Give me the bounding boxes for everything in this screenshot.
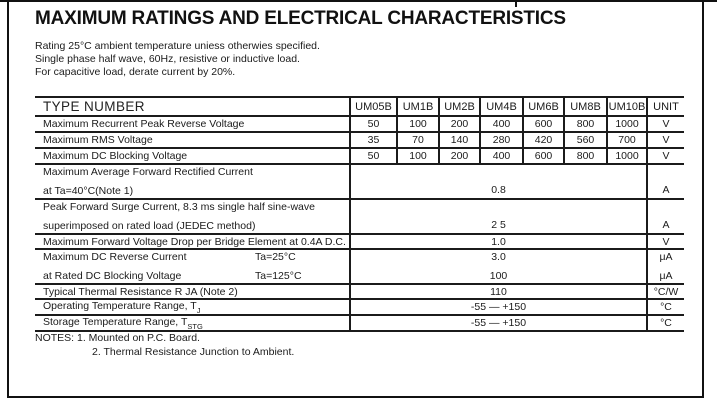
table-row: Storage Temperature Range, TSTG -55 — +1…: [35, 315, 684, 332]
row-label: Typical Thermal Resistance R JA (Note 2): [43, 285, 238, 298]
column-header: UM8B: [563, 97, 607, 116]
test-condition: Ta=25°C: [255, 251, 296, 263]
condition-line: Rating 25°C ambient temperature uniess o…: [35, 40, 320, 52]
cell-value: 700: [606, 132, 647, 148]
unit-value: °C: [646, 315, 684, 332]
cell-value-merged: -55 — +150: [349, 315, 647, 332]
unit-value-line2: μA: [659, 270, 673, 282]
cell-value: 400: [479, 148, 523, 164]
cell-value: 3.0: [491, 251, 506, 263]
cell-value: 800: [563, 116, 607, 132]
page-border-right: [702, 0, 704, 398]
row-label: Storage Temperature Range, TSTG: [35, 315, 350, 331]
page-border-top: [0, 0, 717, 2]
unit-value-line1: μA: [659, 251, 673, 263]
subscript: STG: [187, 322, 203, 332]
unit-value: μA μA: [646, 249, 684, 284]
row-label-line1: Maximum Average Forward Rectified Curren…: [43, 166, 253, 178]
type-number-header: TYPE NUMBER: [43, 99, 145, 114]
unit-value: V: [646, 234, 684, 249]
cell-value: 1000: [606, 116, 647, 132]
cell-value-merged: -55 — +150: [349, 299, 647, 316]
table-row: Maximum Average Forward Rectified Curren…: [35, 164, 684, 199]
unit-value: V: [646, 148, 684, 164]
cell-value: 600: [522, 116, 564, 132]
column-header: UM4B: [479, 97, 523, 116]
cell-value: 560: [563, 132, 607, 148]
table-row: Operating Temperature Range, TJ -55 — +1…: [35, 299, 684, 316]
row-label: Maximum Average Forward Rectified Curren…: [35, 164, 350, 199]
row-label: Maximum DC Blocking Voltage: [43, 150, 188, 162]
row-label-line1: Peak Forward Surge Current, 8.3 ms singl…: [43, 201, 315, 213]
cell-value: 35: [349, 132, 397, 148]
cell-value: 100: [396, 148, 439, 164]
row-label: Maximum DC Reverse Current Ta=25°C at Ra…: [35, 249, 350, 284]
cell-value: 800: [563, 148, 607, 164]
unit-value: °C: [646, 299, 684, 316]
row-label-line2: superimposed on rated load (JEDEC method…: [43, 220, 256, 232]
table-row: Maximum Forward Voltage Drop per Bridge …: [35, 234, 684, 249]
cell-value: 50: [349, 148, 397, 164]
column-header: UM10B: [606, 97, 647, 116]
note-line: NOTES: 1. Mounted on P.C. Board.: [35, 332, 200, 344]
column-header: UM1B: [396, 97, 439, 116]
notes: NOTES: 1. Mounted on P.C. Board. 2. Ther…: [35, 331, 294, 359]
unit-value: A: [646, 164, 684, 199]
cell-value: 280: [479, 132, 523, 148]
cell-value: 70: [396, 132, 439, 148]
row-label-text: Operating Temperature Range, T: [43, 300, 197, 312]
page-border-left: [7, 0, 9, 398]
cell-value-merged: 110: [349, 284, 647, 299]
test-condition: Ta=125°C: [255, 270, 302, 282]
subscript: J: [196, 306, 201, 316]
ratings-table: TYPE NUMBER UM05B UM1B UM2B UM4B UM6B UM…: [35, 96, 684, 333]
cell-value: 600: [522, 148, 564, 164]
row-label: Operating Temperature Range, TJ: [35, 299, 350, 315]
cell-value-merged: 0.8: [349, 164, 647, 199]
unit-value: V: [646, 132, 684, 148]
table-header-row: TYPE NUMBER UM05B UM1B UM2B UM4B UM6B UM…: [35, 97, 684, 116]
table-row: Maximum DC Blocking Voltage 50 100 200 4…: [35, 148, 684, 164]
cell-value: 420: [522, 132, 564, 148]
page-title: MAXIMUM RATINGS AND ELECTRICAL CHARACTER…: [35, 8, 566, 29]
unit-value: °C/W: [646, 284, 684, 299]
condition-line: Single phase half wave, 60Hz, resistive …: [35, 53, 300, 65]
column-header: UM6B: [522, 97, 564, 116]
cell-value: 100: [396, 116, 439, 132]
cell-value-merged: 2 5: [349, 199, 647, 234]
page-border-bottom: [7, 396, 704, 398]
note-line: 2. Thermal Resistance Junction to Ambien…: [92, 346, 295, 358]
cell-value: 50: [349, 116, 397, 132]
row-label: Peak Forward Surge Current, 8.3 ms singl…: [35, 199, 350, 234]
cell-value: 1000: [606, 148, 647, 164]
cell-value: 400: [479, 116, 523, 132]
cell-value: 140: [438, 132, 480, 148]
cell-value-merged: 1.0: [349, 234, 647, 249]
table-row: Maximum Recurrent Peak Reverse Voltage 5…: [35, 116, 684, 132]
cell-value: 200: [438, 116, 480, 132]
table-row: Maximum RMS Voltage 35 70 140 280 420 56…: [35, 132, 684, 148]
unit-value: A: [646, 199, 684, 234]
row-label-text: Storage Temperature Range, T: [43, 316, 188, 329]
condition-line: For capacitive load, derate current by 2…: [35, 66, 236, 78]
row-label: Maximum Forward Voltage Drop per Bridge …: [43, 235, 346, 248]
row-label: Maximum RMS Voltage: [43, 134, 153, 146]
column-header: UM2B: [438, 97, 480, 116]
cell-value: 200: [438, 148, 480, 164]
table-row: Typical Thermal Resistance R JA (Note 2)…: [35, 284, 684, 299]
row-label: Maximum Recurrent Peak Reverse Voltage: [43, 118, 245, 130]
cell-value-merged: 3.0 100: [349, 249, 647, 284]
row-label-line2: at Rated DC Blocking Voltage: [43, 270, 182, 282]
scan-artifact-tick: [515, 0, 517, 7]
cell-value: 100: [489, 270, 508, 282]
rating-conditions: Rating 25°C ambient temperature uniess o…: [35, 40, 320, 79]
row-label-line2: at Ta=40°C(Note 1): [43, 185, 134, 197]
unit-header: UNIT: [646, 97, 684, 116]
unit-value: V: [646, 116, 684, 132]
table-row: Maximum DC Reverse Current Ta=25°C at Ra…: [35, 249, 684, 284]
column-header: UM05B: [349, 97, 397, 116]
table-row: Peak Forward Surge Current, 8.3 ms singl…: [35, 199, 684, 234]
row-label-line1: Maximum DC Reverse Current: [43, 251, 187, 263]
